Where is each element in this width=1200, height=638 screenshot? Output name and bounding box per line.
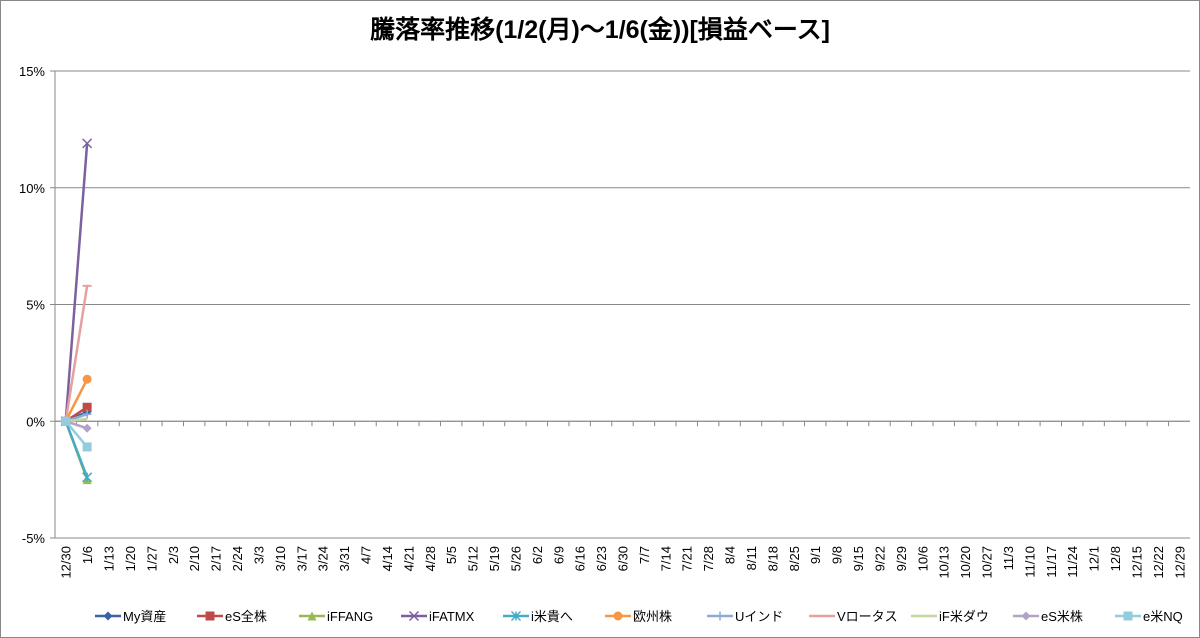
marker: [82, 374, 92, 384]
legend-label: eS全株: [225, 609, 267, 624]
y-tick-label: 5%: [26, 298, 45, 313]
x-tick-label: 4/28: [423, 546, 438, 571]
marker: [510, 610, 522, 622]
marker: [82, 138, 93, 149]
x-tick-label: 8/4: [723, 546, 738, 564]
x-tick-label: 10/27: [980, 546, 995, 579]
x-tick-label: 3/17: [294, 546, 309, 571]
x-tick-label: 1/13: [102, 546, 117, 571]
x-tick-label: 1/20: [123, 546, 138, 571]
x-tick-label: 9/8: [830, 546, 845, 564]
x-tick-label: 8/11: [744, 546, 759, 570]
marker: [82, 402, 92, 412]
marker: [205, 611, 215, 621]
x-tick-label: 11/3: [1001, 546, 1016, 570]
y-tick-label: 10%: [19, 181, 45, 196]
legend-label: 欧州株: [633, 609, 672, 624]
y-tick-label: -5%: [22, 531, 46, 546]
x-tick-label: 4/21: [401, 546, 416, 571]
legend-label: iFFANG: [327, 609, 373, 624]
x-tick-label: 6/23: [594, 546, 609, 571]
x-tick-label: 6/9: [551, 546, 566, 564]
chart-title: 騰落率推移(1/2(月)～1/6(金))[損益ベース]: [370, 15, 830, 44]
series-line: [64, 378, 89, 422]
marker: [613, 611, 623, 621]
marker: [82, 442, 92, 452]
marker: [61, 416, 71, 426]
marker: [1021, 611, 1031, 621]
x-tick-label: 8/18: [765, 546, 780, 571]
x-tick-label: 10/13: [937, 546, 952, 579]
y-tick-label: 15%: [19, 64, 45, 79]
x-tick-label: 5/12: [466, 546, 481, 571]
x-tick-label: 5/26: [508, 546, 523, 571]
series-line: [64, 285, 89, 422]
legend-label: My資産: [123, 609, 166, 624]
legend-label: e米NQ: [1143, 609, 1183, 624]
x-tick-label: 2/24: [230, 546, 245, 571]
x-tick-label: 6/2: [530, 546, 545, 564]
marker: [82, 423, 92, 433]
marker: [82, 409, 92, 419]
x-tick-label: 9/1: [808, 546, 823, 564]
x-tick-label: 4/7: [359, 546, 374, 564]
x-tick-label: 3/31: [337, 546, 352, 571]
x-tick-label: 9/29: [894, 546, 909, 571]
x-tick-label: 2/10: [187, 546, 202, 571]
legend-label: iFATMX: [429, 609, 475, 624]
x-tick-label: 12/1: [1087, 546, 1102, 571]
series-line: [64, 420, 89, 478]
x-tick-label: 12/22: [1151, 546, 1166, 579]
x-tick-label: 11/17: [1044, 546, 1059, 578]
x-tick-label: 3/24: [316, 546, 331, 571]
x-tick-label: 1/27: [144, 546, 159, 571]
x-tick-label: 11/24: [1065, 546, 1080, 578]
legend-label: i米貴へ: [531, 609, 573, 624]
x-tick-label: 6/16: [573, 546, 588, 571]
marker: [408, 610, 420, 622]
legend-label: Vロータス: [837, 609, 898, 624]
marker: [307, 611, 317, 621]
x-tick-label: 10/20: [958, 546, 973, 579]
x-tick-label: 7/7: [637, 546, 652, 564]
x-tick-label: 12/15: [1129, 546, 1144, 579]
x-tick-label: 9/15: [851, 546, 866, 571]
legend-label: iF米ダウ: [939, 609, 989, 624]
x-tick-label: 7/28: [701, 546, 716, 571]
x-tick-label: 10/6: [915, 546, 930, 571]
x-tick-label: 3/3: [251, 546, 266, 564]
x-tick-label: 9/22: [872, 546, 887, 571]
x-tick-label: 2/3: [166, 546, 181, 564]
x-tick-label: 3/10: [273, 546, 288, 571]
marker: [715, 611, 725, 621]
x-tick-label: 12/8: [1108, 546, 1123, 571]
x-tick-label: 2/17: [209, 546, 224, 571]
legend-label: eS米株: [1041, 609, 1083, 624]
marker: [1123, 611, 1133, 621]
x-tick-label: 8/25: [787, 546, 802, 571]
y-tick-label: 0%: [26, 414, 45, 429]
marker: [103, 611, 113, 621]
series-line: [64, 143, 89, 422]
x-tick-label: 5/5: [444, 546, 459, 564]
x-tick-label: 11/10: [1022, 546, 1037, 578]
marker: [82, 472, 93, 483]
x-tick-label: 12/29: [1172, 546, 1187, 579]
x-tick-label: 5/19: [487, 546, 502, 571]
legend-label: Uインド: [735, 609, 783, 624]
x-tick-label: 7/21: [680, 546, 695, 571]
x-tick-label: 1/6: [80, 546, 95, 564]
x-tick-label: 6/30: [616, 546, 631, 571]
x-tick-label: 4/14: [380, 546, 395, 571]
x-tick-label: 7/14: [658, 546, 673, 571]
x-tick-label: 12/30: [59, 546, 74, 579]
